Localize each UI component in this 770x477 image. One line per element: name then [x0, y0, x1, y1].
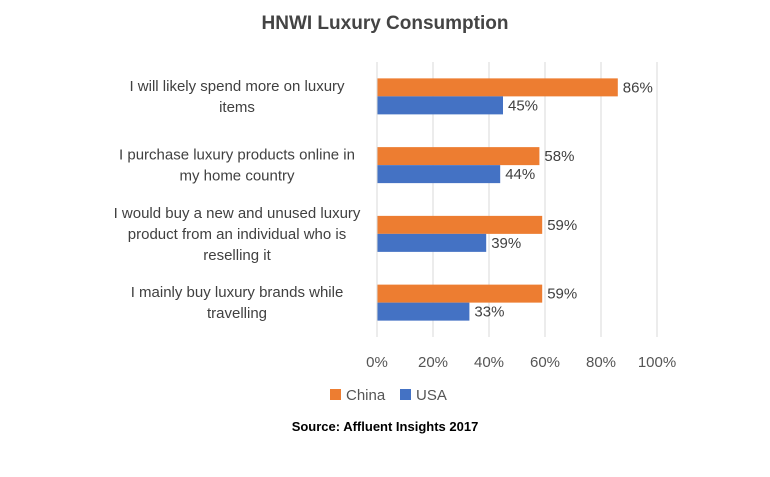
x-tick-label: 80%	[586, 354, 616, 371]
legend-swatch-china	[330, 389, 341, 400]
category-label-line: travelling	[207, 305, 267, 322]
bar-usa	[377, 165, 501, 184]
data-label: 33%	[474, 304, 504, 321]
category-label-line: I will likely spend more on luxury	[129, 78, 345, 95]
legend-label: China	[346, 387, 386, 404]
legend: China USA	[330, 387, 447, 404]
bar-usa	[377, 96, 503, 115]
legend-swatch-usa	[400, 389, 411, 400]
category-label: I mainly buy luxury brands while travelli…	[131, 284, 344, 322]
axis-layer: 0% 20% 40% 60% 80% 100% I will likely spend mo…	[114, 62, 676, 371]
x-tick-label: 20%	[418, 354, 448, 371]
data-label: 59%	[547, 286, 577, 303]
x-tick-label: 0%	[366, 354, 388, 371]
label-layer: 86% 45% 58% 44% 59% 39% 59% 33%	[474, 79, 652, 320]
bar-usa	[377, 302, 470, 321]
category-label: I would buy a new and unused luxury produ…	[114, 205, 361, 264]
data-label: 59%	[547, 217, 577, 234]
chart-title: HNWI Luxury Consumption	[262, 13, 509, 34]
x-tick-label: 40%	[474, 354, 504, 371]
data-label: 58%	[544, 148, 574, 165]
category-label-line: I purchase luxury products online in	[119, 147, 355, 164]
bar-china	[377, 147, 540, 166]
bar-china	[377, 78, 618, 97]
category-label: I will likely spend more on luxury items	[129, 78, 345, 116]
bar-china	[377, 284, 543, 303]
data-label: 39%	[491, 235, 521, 252]
x-tick-label: 60%	[530, 354, 560, 371]
category-label-line: I would buy a new and unused luxury	[114, 205, 361, 222]
bar-china	[377, 215, 543, 234]
data-label: 86%	[623, 79, 653, 96]
category-label-line: reselling it	[203, 247, 271, 264]
bar-usa	[377, 233, 487, 252]
category-label-line: I mainly buy luxury brands while	[131, 284, 344, 301]
x-tick-label: 100%	[638, 354, 676, 371]
category-label-line: my home country	[179, 168, 295, 185]
source-note: Source: Affluent Insights 2017	[292, 419, 479, 434]
legend-label: USA	[416, 387, 447, 404]
category-label: I purchase luxury products online in my h…	[119, 147, 355, 185]
category-label-line: product from an individual who is	[128, 226, 346, 243]
bar-layer	[377, 78, 618, 321]
data-label: 44%	[505, 166, 535, 183]
category-label-line: items	[219, 99, 255, 116]
data-label: 45%	[508, 97, 538, 114]
